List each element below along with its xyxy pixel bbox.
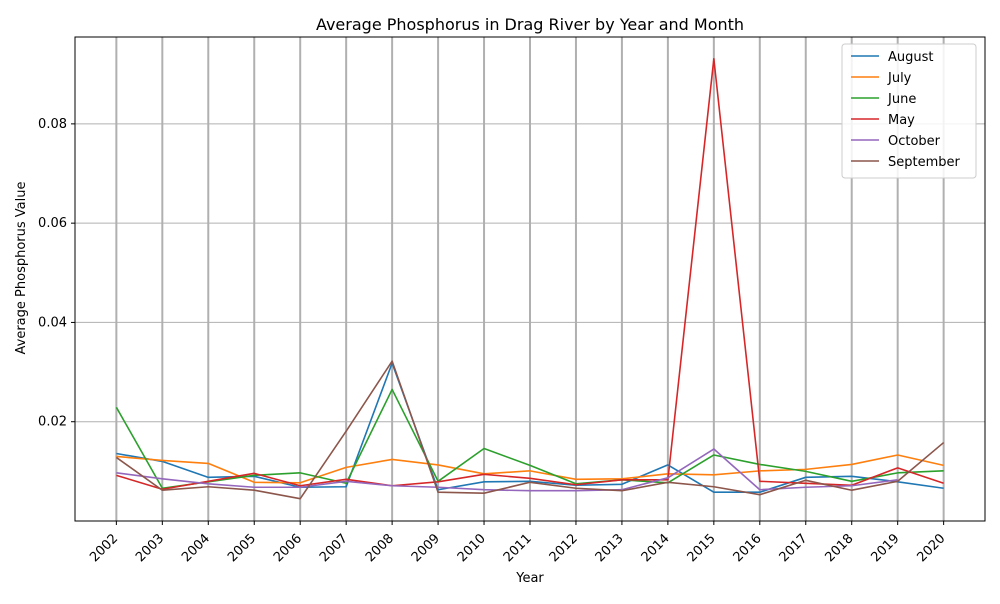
y-tick-label: 0.08 xyxy=(38,117,67,132)
x-tick-label: 2014 xyxy=(639,531,673,565)
axes xyxy=(71,36,986,525)
x-tick-label: 2019 xyxy=(868,531,902,565)
legend-label-september: September xyxy=(888,155,961,170)
legend-label-may: May xyxy=(888,113,915,128)
x-tick-label: 2010 xyxy=(455,531,489,565)
chart-title: Average Phosphorus in Drag River by Year… xyxy=(316,15,744,34)
x-tick-label: 2006 xyxy=(271,531,305,565)
legend-label-june: June xyxy=(887,92,916,107)
x-tick-label: 2009 xyxy=(409,531,443,565)
x-tick-label: 2004 xyxy=(179,531,213,565)
x-tick-label: 2007 xyxy=(317,531,351,565)
x-tick-label: 2003 xyxy=(133,531,167,565)
plot-frame xyxy=(74,36,986,522)
series-line-may xyxy=(116,58,944,491)
y-tick-label: 0.02 xyxy=(38,415,67,430)
y-tick-label: 0.04 xyxy=(38,315,67,330)
grid-lines xyxy=(75,37,985,521)
series-line-september xyxy=(115,360,945,500)
series-line-august xyxy=(116,362,944,494)
legend: August July June May October September xyxy=(841,43,977,179)
series-lines xyxy=(115,58,945,500)
x-tick-label: 2020 xyxy=(914,531,948,565)
x-tick-label: 2011 xyxy=(501,531,535,565)
x-tick-label: 2008 xyxy=(363,531,397,565)
x-tick-label: 2012 xyxy=(547,531,581,565)
legend-label-october: October xyxy=(888,134,941,149)
legend-label-july: July xyxy=(887,71,912,86)
tick-labels: 2002 2003 2004 2005 2006 2007 2008 2009 2010 2011… xyxy=(38,117,948,565)
series-line-july xyxy=(116,454,944,484)
series-line-october xyxy=(116,448,898,492)
y-tick-label: 0.06 xyxy=(38,216,67,231)
x-tick-label: 2002 xyxy=(87,531,121,565)
series-line-june xyxy=(115,388,944,490)
x-tick-label: 2016 xyxy=(731,531,765,565)
x-axis-label: Year xyxy=(515,571,544,586)
x-tick-label: 2018 xyxy=(823,531,857,565)
y-axis-label: Average Phosphorus Value xyxy=(14,182,29,355)
x-tick-label: 2013 xyxy=(593,531,627,565)
x-tick-label: 2017 xyxy=(777,531,811,565)
x-tick-label: 2015 xyxy=(685,531,719,565)
x-tick-label: 2005 xyxy=(225,531,259,565)
legend-label-august: August xyxy=(888,50,934,65)
